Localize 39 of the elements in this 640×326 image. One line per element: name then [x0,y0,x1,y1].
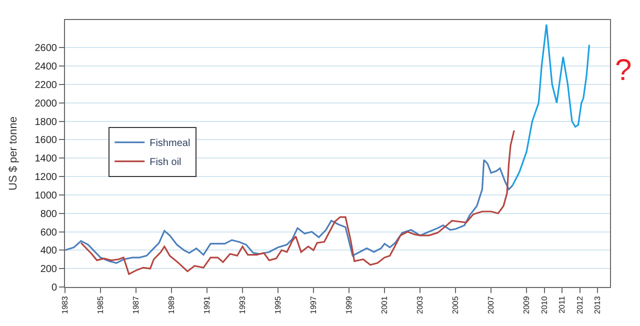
y-tick-label: 1800 [34,116,58,128]
x-tick-label: 2011 [558,296,567,314]
y-tick-label: 1000 [34,190,58,202]
line-series [80,130,515,275]
legend-label: Fish oil [150,157,182,168]
y-tick-label: 2200 [34,80,58,91]
y-tick-label: 1400 [34,154,58,165]
y-tick-label: 200 [40,264,58,276]
text: ? [615,54,632,87]
x-tick-label: 2010 [540,296,549,314]
y-tick-label: 1600 [34,135,58,146]
y-tick-label: 1200 [34,172,58,184]
y-tick-label: 0 [51,282,58,294]
y-tick-label: 400 [40,246,58,257]
y-tick-label: 600 [40,227,58,238]
x-tick-label: 1987 [132,296,141,314]
x-tick-label: 1997 [309,296,318,314]
x-tick-label: 2005 [451,296,460,314]
x-tick-label: 2009 [522,296,532,314]
x-tick-label: 1983 [60,296,70,314]
x-tick-label: 2003 [416,296,425,314]
legend-label: Fishmeal [150,138,190,150]
x-tick-label: 2001 [380,296,390,314]
line-series [65,159,514,264]
x-tick-label: 2012 [575,296,584,314]
y-tick-label: 2000 [34,98,58,110]
x-tick-label: 2007 [486,296,496,314]
x-tick-label: 1993 [238,296,248,314]
x-tick-label: 2013 [593,296,602,314]
y-axis-title: US $ per tonne [7,116,20,190]
x-tick-label: 1991 [202,296,212,314]
y-tick-label: 800 [40,208,58,220]
x-tick-label: 1995 [274,296,283,314]
y-tick-label: 2600 [34,43,58,54]
x-tick-label: 1999 [344,296,354,314]
line-series [512,24,590,187]
x-tick-label: 1989 [167,296,176,314]
x-tick-label: 1985 [96,296,106,314]
y-tick-label: 2400 [34,62,58,73]
